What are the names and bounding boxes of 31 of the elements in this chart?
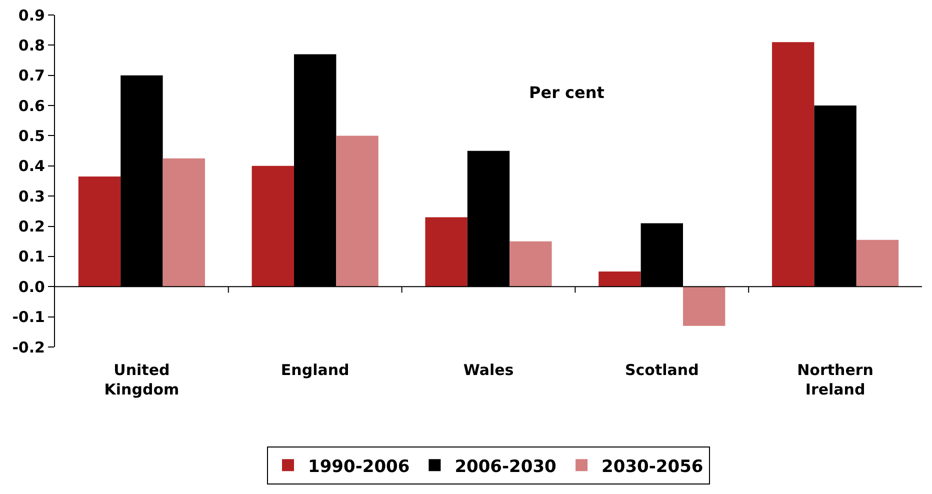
legend-label: 2006-2030 (454, 456, 557, 477)
y-tick-label: -0.2 (12, 338, 45, 356)
bar (510, 241, 552, 287)
y-tick-label: 0.5 (18, 126, 45, 145)
y-tick-label: 0.1 (18, 248, 45, 266)
annotation: Per cent (529, 83, 605, 102)
bar (598, 272, 641, 287)
y-tick-label: 0.0 (18, 278, 45, 296)
legend-label: 2030-2056 (602, 456, 704, 477)
bar (772, 42, 814, 287)
y-tick-label: 0.9 (18, 6, 45, 24)
bar (78, 176, 121, 287)
y-tick-label: 0.6 (18, 96, 45, 115)
bar (683, 286, 726, 326)
bar (336, 136, 378, 287)
bar (425, 217, 468, 287)
x-tick-label: United Kingdom (104, 361, 180, 398)
bar (252, 166, 294, 287)
y-tick-label: 0.8 (18, 36, 45, 54)
legend-label: 1990-2006 (308, 456, 410, 477)
y-tick-label: 0.4 (18, 157, 45, 176)
bar (856, 240, 899, 287)
y-tick-label: -0.1 (12, 308, 45, 326)
bar (162, 158, 205, 287)
x-tick-label: Scotland (624, 361, 699, 379)
x-tick-label: England (280, 361, 350, 379)
y-tick-label: 0.2 (18, 218, 45, 236)
x-tick-label: Northern Ireland (797, 361, 874, 398)
y-tick-label: 0.7 (18, 66, 45, 85)
x-tick-label: Wales (463, 361, 514, 379)
y-tick-label: 0.3 (18, 187, 45, 206)
